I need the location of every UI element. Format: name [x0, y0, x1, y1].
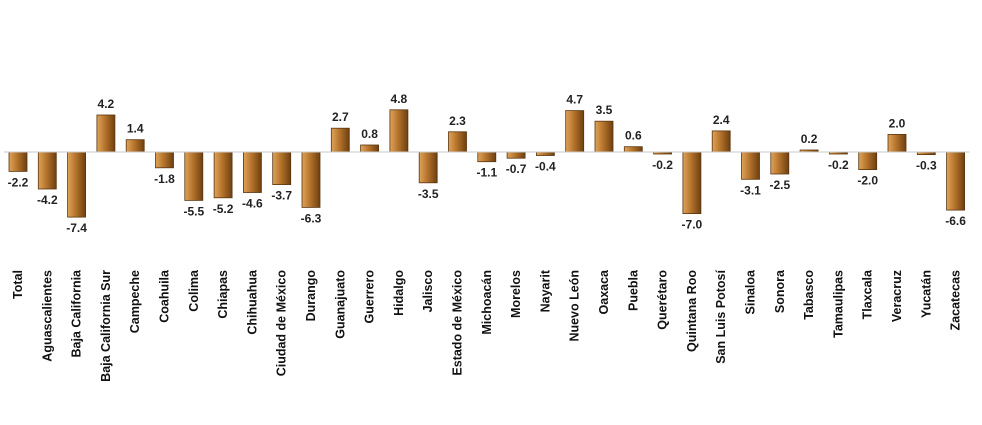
data-label: 2.4 [713, 113, 730, 127]
bar [389, 109, 409, 153]
data-label: -6.6 [945, 214, 966, 228]
data-label: -0.3 [916, 159, 937, 173]
bar [8, 151, 28, 172]
bar [360, 144, 380, 153]
category-label: Coahuila [158, 269, 172, 323]
data-label: -1.8 [154, 172, 175, 186]
category-label: Tamaulipas [831, 270, 845, 338]
data-label: 3.5 [596, 103, 613, 117]
bar [418, 151, 438, 184]
data-label: 4.7 [566, 93, 583, 107]
data-label: -3.7 [271, 189, 292, 203]
category-label: Nuevo León [568, 270, 582, 342]
bar [155, 151, 174, 169]
category-label: Puebla [626, 269, 640, 311]
category-label: Morelos [509, 270, 523, 318]
data-label: -3.1 [740, 183, 761, 197]
data-label: 4.8 [391, 92, 408, 106]
category-labels-group: Total Aguascalientes Baja California Baja C… [11, 269, 963, 382]
data-label: -5.2 [213, 202, 234, 216]
bar [37, 151, 57, 190]
data-label: 2.0 [889, 116, 906, 130]
data-label: -7.0 [682, 218, 703, 232]
bar [858, 151, 878, 171]
bar [330, 127, 350, 153]
category-label: Chihuahua [245, 269, 259, 335]
data-label: -0.4 [535, 160, 556, 174]
data-label: -2.5 [769, 178, 790, 192]
category-label: Ciudad de México [275, 270, 289, 377]
category-label: Guerrero [363, 270, 377, 324]
category-label: San Luis Potosí [714, 269, 728, 363]
category-label: Quintana Roo [685, 270, 699, 352]
bar [711, 130, 731, 153]
data-label: 0.2 [801, 132, 818, 146]
data-label: -5.5 [183, 204, 204, 218]
bar [477, 151, 497, 163]
category-label: Sonora [773, 269, 787, 313]
bar [242, 151, 262, 193]
bar [213, 151, 233, 199]
bar [448, 131, 467, 153]
category-label: Hidalgo [392, 270, 406, 316]
data-label: -2.0 [857, 174, 878, 188]
bar [946, 151, 965, 211]
bar [565, 110, 585, 153]
bar [741, 151, 760, 180]
category-label: Oaxaca [597, 269, 611, 315]
data-label: 1.4 [127, 122, 144, 136]
data-label: 0.8 [361, 127, 378, 141]
category-label: Colima [187, 269, 201, 312]
bar [184, 151, 204, 201]
bars-group [8, 109, 965, 218]
bar [506, 151, 526, 159]
data-label: -7.4 [66, 221, 87, 235]
data-label: 2.7 [332, 110, 349, 124]
category-label: Tlaxcala [861, 269, 875, 319]
category-label: Querétaro [656, 270, 670, 330]
bar [96, 114, 116, 153]
bar [301, 151, 321, 208]
category-label: Guanajuato [333, 270, 347, 339]
data-label: 0.6 [625, 129, 642, 143]
category-label: Tabasco [802, 270, 816, 320]
category-label: Zacatecas [949, 270, 963, 331]
data-label: -4.6 [242, 197, 263, 211]
data-label: -3.5 [418, 187, 439, 201]
data-label: -0.2 [652, 158, 673, 172]
category-label: Sinaloa [744, 269, 758, 315]
category-label: Baja California [70, 269, 84, 358]
data-label: 4.2 [98, 97, 115, 111]
bar [125, 139, 145, 153]
bar [67, 151, 86, 218]
bar [594, 120, 614, 153]
bar [770, 151, 790, 175]
data-label: -1.1 [476, 166, 497, 180]
data-label: 2.3 [449, 114, 466, 128]
bar [682, 151, 702, 214]
bar [887, 133, 907, 153]
category-label: Veracruz [890, 270, 904, 322]
data-label: -2.2 [8, 175, 29, 189]
category-label: Jalisco [421, 270, 435, 313]
data-label: -0.7 [506, 162, 527, 176]
category-label: Michoacán [480, 270, 494, 335]
category-label: Baja California Sur [99, 270, 113, 382]
data-label: -0.2 [828, 158, 849, 172]
data-label: -4.2 [37, 193, 58, 207]
category-label: Durango [304, 270, 318, 322]
bar [623, 146, 643, 153]
category-label: Chiapas [216, 270, 230, 319]
bar [536, 151, 555, 156]
category-label: Aguascalientes [40, 270, 54, 362]
category-label: Nayarit [538, 269, 552, 312]
category-label: Yucatán [919, 270, 933, 318]
category-label: Estado de México [451, 270, 465, 376]
value-labels-group: -2.2 -4.2 -7.4 4.2 1.4 -1.8 -5.5 -5.2 -4.6 -3.7 -6… [8, 92, 967, 235]
data-label: -6.3 [301, 211, 322, 225]
bar [272, 151, 292, 185]
category-label: Campeche [128, 270, 142, 333]
category-label: Total [11, 270, 25, 299]
